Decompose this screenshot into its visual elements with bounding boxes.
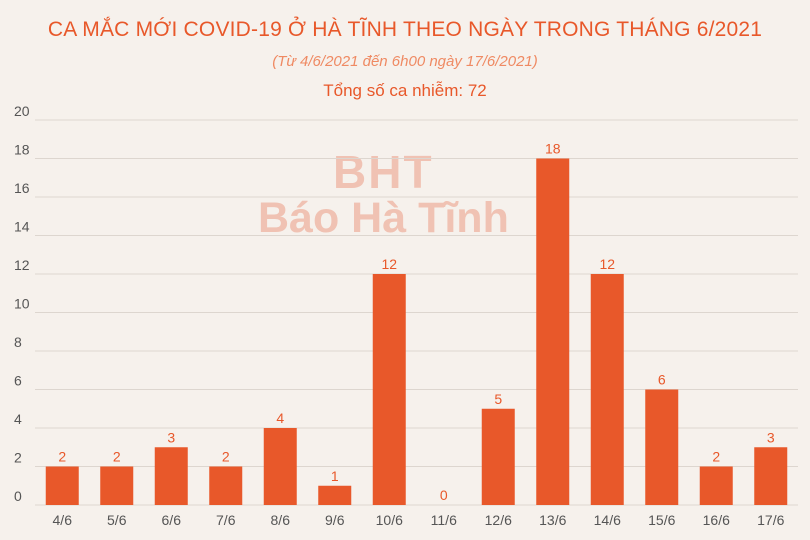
bar [154,447,188,505]
x-tick-label: 6/6 [162,512,182,528]
bar [536,158,570,505]
bar [481,408,515,505]
x-tick-label: 7/6 [216,512,236,528]
data-label: 2 [113,449,121,465]
x-tick-label: 13/6 [539,512,566,528]
data-label: 1 [331,468,339,484]
data-label: 4 [276,410,284,426]
y-axis-ticks: 0 2 4 6 8 10 12 14 16 18 20 [14,103,30,504]
x-tick-label: 16/6 [703,512,730,528]
watermark-name: Báo Hà Tĩnh [258,194,509,242]
y-tick-label: 16 [14,180,30,196]
data-label: 2 [58,449,66,465]
bars [45,158,788,505]
x-tick-label: 8/6 [271,512,291,528]
x-tick-label: 10/6 [376,512,403,528]
x-tick-label: 9/6 [325,512,345,528]
y-tick-label: 0 [14,488,22,504]
chart-subtitle: (Từ 4/6/2021 đến 6h00 ngày 17/6/2021) [272,53,538,70]
data-label: 3 [167,429,175,445]
data-label: 6 [658,372,666,388]
x-tick-label: 4/6 [53,512,73,528]
y-tick-label: 18 [14,142,30,158]
bar [318,485,352,505]
bar [645,389,679,505]
data-label: 5 [494,391,502,407]
data-label: 0 [440,487,448,503]
x-tick-label: 11/6 [431,512,457,528]
data-label: 3 [767,429,775,445]
x-tick-label: 14/6 [594,512,621,528]
x-tick-label: 5/6 [107,512,127,528]
bar [209,466,243,505]
bar [45,466,79,505]
data-label: 2 [222,449,230,465]
data-label: 18 [545,141,561,157]
bar [699,466,733,505]
y-tick-label: 20 [14,103,30,119]
data-labels: 2 2 3 2 4 1 12 0 5 18 12 6 2 3 [58,141,775,504]
chart-title: CA MẮC MỚI COVID-19 Ở HÀ TĨNH THEO NGÀY … [47,18,763,41]
y-tick-label: 12 [14,257,30,273]
x-tick-label: 12/6 [485,512,512,528]
x-tick-label: 15/6 [648,512,675,528]
grid-lines [35,119,798,506]
y-tick-label: 8 [14,334,22,350]
bar [263,428,297,505]
x-tick-label: 17/6 [757,512,784,528]
bar [100,466,134,505]
data-label: 12 [599,256,615,272]
y-tick-label: 2 [14,450,22,466]
bar [590,274,624,505]
y-tick-label: 10 [14,296,30,312]
x-axis-ticks: 4/6 5/6 6/6 7/6 8/6 9/6 10/6 11/6 12/6 13/6 14/6 15… [53,512,785,528]
y-tick-label: 6 [14,373,22,389]
total-cases-label: Tổng số ca nhiễm: 72 [323,81,487,100]
data-label: 2 [712,449,720,465]
bar [372,274,406,505]
y-tick-label: 14 [14,219,30,235]
watermark-logo: BHT [333,146,434,198]
y-tick-label: 4 [14,411,22,427]
data-label: 12 [381,256,397,272]
bar [754,447,788,505]
